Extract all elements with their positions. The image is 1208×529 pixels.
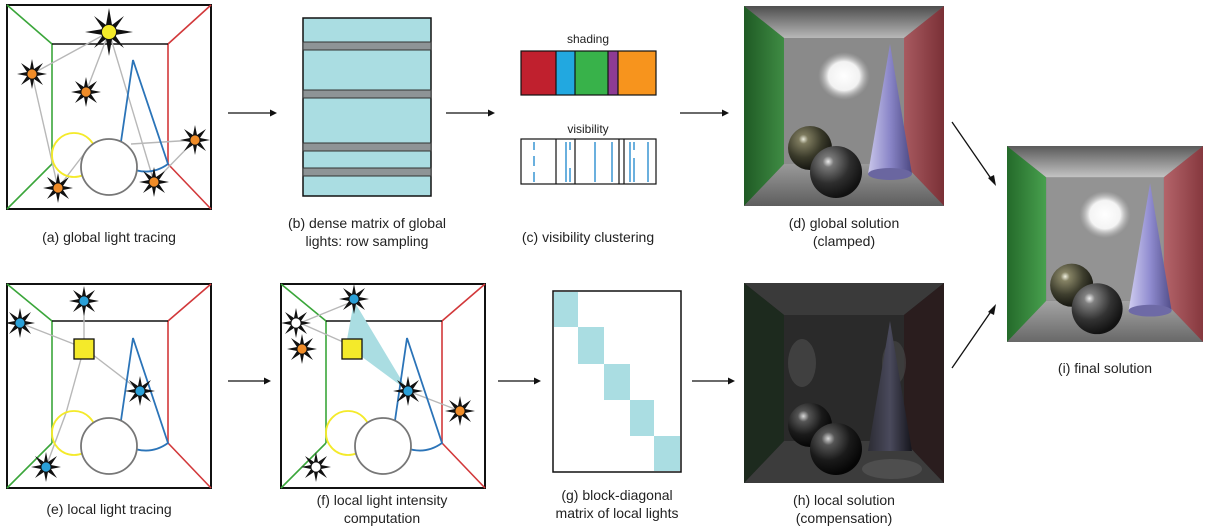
scene-local-light-tracing: [6, 283, 212, 489]
arrow: [228, 377, 271, 385]
matrix-block: [630, 400, 654, 436]
caption-d: (d) global solution (clamped): [744, 214, 944, 250]
matrix-block: [654, 436, 680, 471]
caption-d-line2: (clamped): [812, 233, 876, 249]
caption-b-line2: lights: row sampling: [305, 233, 429, 249]
caption-a: (a) global light tracing: [42, 229, 176, 245]
caption-g-line1: (g) block-diagonal: [561, 487, 673, 503]
caption-d-line1: (d) global solution: [788, 215, 900, 231]
caption-b-line1: (b) dense matrix of global: [288, 215, 446, 231]
final-solution-render: [1007, 146, 1203, 342]
arrow: [951, 121, 996, 186]
light-icon: [6, 308, 35, 338]
light-icon: [43, 173, 73, 203]
caption-f: (f) local light intensity computation: [262, 491, 502, 527]
scene-local-light-intensity: [280, 283, 486, 489]
caption-i: (i) final solution: [1057, 360, 1153, 376]
arrow: [228, 109, 277, 117]
light-icon: [69, 286, 99, 316]
light-icon: [85, 8, 133, 56]
light-icon: [71, 77, 101, 107]
light-icon: [301, 452, 331, 482]
caption-h-line1: (h) local solution: [793, 492, 895, 508]
sampled-row: [302, 89, 432, 99]
light-icon: [287, 334, 317, 364]
scene-global-light-tracing: [6, 4, 212, 210]
sampled-row: [302, 142, 432, 152]
matrix-block: [554, 292, 578, 327]
arrow: [951, 304, 996, 369]
caption-c: (c) visibility clustering: [521, 229, 655, 245]
arrow: [446, 109, 495, 117]
caption-g: (g) block-diagonal matrix of local light…: [512, 486, 722, 522]
light-cone-region: [346, 301, 408, 391]
matrix-block: [578, 327, 604, 364]
visibility-bar: [520, 138, 657, 185]
shading-bar: [520, 50, 657, 96]
area-light: [341, 338, 363, 360]
global-solution-render: [744, 6, 944, 206]
matrix-block: [604, 364, 630, 400]
light-icon: [139, 167, 169, 197]
area-light: [73, 338, 95, 360]
caption-f-line1: (f) local light intensity: [316, 492, 448, 508]
caption-h: (h) local solution (compensation): [744, 491, 944, 527]
caption-g-line2: matrix of local lights: [555, 505, 679, 521]
light-icon: [125, 376, 155, 406]
sampled-row: [302, 41, 432, 51]
arrow: [498, 377, 541, 385]
light-icon: [281, 308, 311, 338]
arrow: [680, 109, 729, 117]
light-icon: [31, 452, 61, 482]
light-icon: [17, 59, 47, 89]
block-diagonal-matrix: [552, 290, 682, 473]
light-icon: [339, 284, 369, 314]
visibility-label: visibility: [567, 122, 609, 136]
light-icon: [180, 125, 210, 155]
light-icon: [445, 396, 475, 426]
light-icon: [393, 376, 423, 406]
local-solution-render: [744, 283, 944, 483]
arrow: [692, 377, 735, 385]
caption-h-line2: (compensation): [795, 510, 893, 526]
caption-e: (e) local light tracing: [46, 501, 172, 517]
caption-f-line2: computation: [343, 510, 421, 526]
dense-matrix: [302, 17, 432, 197]
sampled-row: [302, 167, 432, 177]
caption-b: (b) dense matrix of global lights: row s…: [262, 214, 472, 250]
shading-label: shading: [566, 32, 610, 46]
